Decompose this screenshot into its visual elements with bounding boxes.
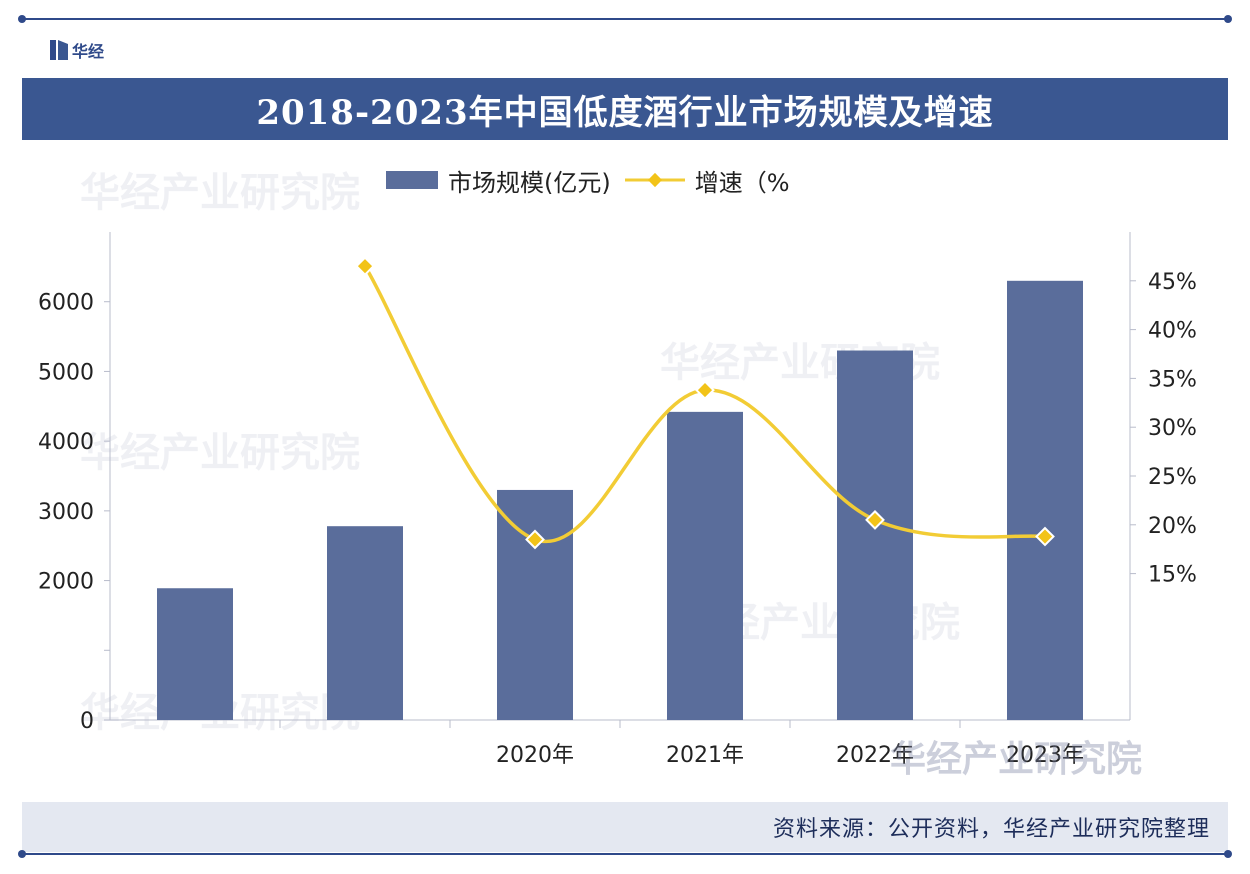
watermark: 华经产业研究院 <box>890 739 1143 780</box>
bar-2018年 <box>157 588 233 720</box>
title-banner: 2018-2023年中国低度酒行业市场规模及增速 <box>22 78 1228 140</box>
source-bar: 资料来源：公开资料，华经产业研究院整理 <box>22 802 1228 852</box>
y-right-tick-label: 30% <box>1148 416 1197 441</box>
legend-bar-swatch <box>386 171 438 189</box>
growth-point <box>695 380 715 401</box>
legend-line-label: 增速（% <box>694 168 790 197</box>
bar-2023年 <box>1007 280 1083 720</box>
y-left-tick-label: 4000 <box>38 430 94 455</box>
y-left-tick-label: 2000 <box>38 570 94 595</box>
y-left-tick-label: 6000 <box>38 291 94 316</box>
x-tick-label: 2021年 <box>666 743 744 768</box>
y-right-tick-label: 25% <box>1148 465 1197 490</box>
y-left-tick-label: 5000 <box>38 360 94 385</box>
x-tick-label: 2020年 <box>496 743 574 768</box>
y-left-tick-label: 0 <box>80 709 94 734</box>
y-right-tick-label: 20% <box>1148 514 1197 539</box>
bar-2019年 <box>327 526 403 720</box>
bar-2022年 <box>837 350 913 720</box>
y-right-tick-label: 45% <box>1148 270 1197 295</box>
growth-point <box>355 256 375 277</box>
x-tick-label: 2023年 <box>1006 743 1084 768</box>
x-tick-label: 2022年 <box>836 743 914 768</box>
top-rule <box>18 15 1232 23</box>
legend-item-line: 增速（% <box>624 163 790 198</box>
bar-2020年 <box>497 489 573 720</box>
y-left-tick-label: 3000 <box>38 500 94 525</box>
bottom-rule <box>18 850 1232 858</box>
legend-item-bar: 市场规模(亿元) <box>386 163 611 198</box>
growth-point <box>525 529 545 550</box>
growth-point <box>1035 526 1055 547</box>
legend-line-swatch <box>624 172 685 188</box>
y-right-tick-label: 15% <box>1148 563 1197 588</box>
brand-logo: 华经 <box>50 40 104 61</box>
y-right-tick-label: 40% <box>1148 319 1197 344</box>
chart-title: 2018-2023年中国低度酒行业市场规模及增速 <box>256 92 994 133</box>
chart-legend: 市场规模(亿元) 增速（% <box>386 162 790 198</box>
svg-text:华经: 华经 <box>72 42 104 61</box>
source-note: 资料来源：公开资料，华经产业研究院整理 <box>772 817 1210 842</box>
y-right-tick-label: 35% <box>1148 367 1197 392</box>
legend-bar-label: 市场规模(亿元) <box>448 168 611 197</box>
bar-2021年 <box>667 411 743 720</box>
growth-line <box>363 265 1046 544</box>
growth-point <box>865 510 885 530</box>
